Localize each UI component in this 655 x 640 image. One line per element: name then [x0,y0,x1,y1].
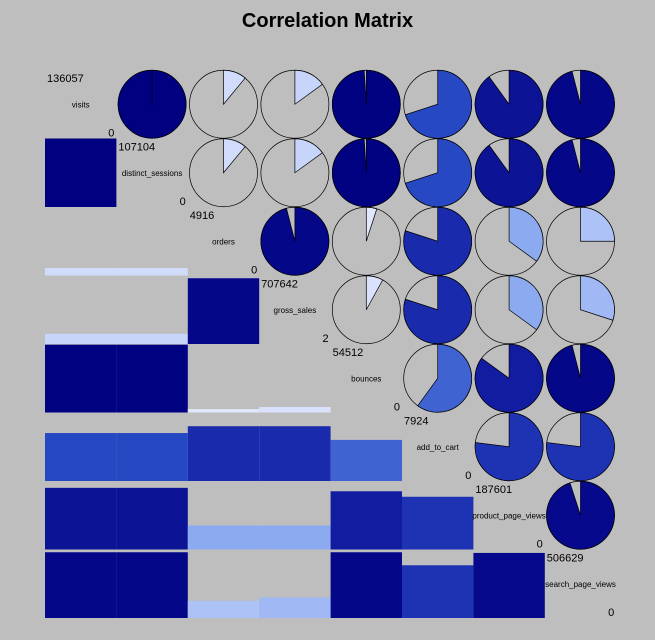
shade-cell-bounces-orders [187,409,260,413]
shade-cell-orders-distinct_sessions [116,267,188,276]
shade-cell-gross_sales-visits [45,333,117,344]
shade-cell-search_page_views-product_page_views [473,552,545,618]
range-min-gross_sales: 2 [322,333,328,345]
shade-cell-add_to_cart-gross_sales [259,426,331,481]
diagonal-label-bounces: bounces [351,374,381,383]
range-min-orders: 0 [251,265,257,277]
shade-cell-product_page_views-gross_sales [259,525,331,550]
range-min-bounces: 0 [394,402,400,414]
shade-cell-distinct_sessions-visits [45,138,117,207]
diagonal-label-orders: orders [212,237,235,246]
pie-slice-orders-gross_sales [260,206,330,276]
pie-slice-add_to_cart-product_page_views [474,412,544,482]
shade-cell-search_page_views-bounces [330,552,402,618]
shade-cell-search_page_views-add_to_cart [402,565,474,618]
pie-slice-add_to_cart-search_page_views [546,412,615,482]
pie-slice-distinct_sessions-bounces [331,138,401,208]
shade-cell-product_page_views-distinct_sessions [116,487,188,550]
pie-slice-gross_sales-search_page_views [580,275,615,321]
shade-cell-product_page_views-bounces [330,491,402,550]
range-max-distinct_sessions: 107104 [118,142,155,154]
shade-cell-bounces-gross_sales [259,407,331,413]
shade-cell-search_page_views-distinct_sessions [116,552,188,618]
range-max-orders: 4916 [190,210,214,222]
pie-slice-visits-orders [223,69,246,106]
pie-slice-visits-add_to_cart [404,69,473,139]
shade-cell-product_page_views-orders [187,525,260,550]
diagonal-label-distinct_sessions: distinct_sessions [122,169,182,178]
shade-cell-gross_sales-distinct_sessions [116,333,188,344]
shade-cell-bounces-visits [45,344,117,413]
shade-cell-add_to_cart-bounces [330,439,402,481]
shade-cell-search_page_views-gross_sales [259,597,331,618]
pie-slice-visits-gross_sales [294,69,323,105]
diagonal-label-search_page_views: search_page_views [545,580,616,589]
pie-slice-visits-product_page_views [474,69,544,139]
pie-slice-distinct_sessions-orders [223,138,246,174]
range-min-search_page_views: 0 [608,607,614,619]
pie-slice-product_page_views-search_page_views [546,480,615,550]
shade-cell-add_to_cart-distinct_sessions [116,433,188,481]
pie-slice-bounces-product_page_views [474,343,544,413]
range-min-product_page_views: 0 [537,539,543,551]
shade-cell-search_page_views-orders [187,600,260,618]
pie-slice-distinct_sessions-add_to_cart [404,138,473,208]
pie-slice-bounces-add_to_cart [417,343,473,413]
shade-cell-product_page_views-add_to_cart [402,496,474,550]
pie-slice-distinct_sessions-product_page_views [474,138,544,208]
chart-title: Correlation Matrix [241,10,414,32]
diagonal-label-add_to_cart: add_to_cart [417,443,460,452]
range-max-search_page_views: 506629 [547,553,584,565]
range-min-visits: 0 [108,128,114,140]
shade-cell-add_to_cart-visits [45,433,117,481]
diagonal-label-visits: visits [72,100,90,109]
pie-slice-bounces-search_page_views [546,343,615,413]
range-min-add_to_cart: 0 [465,470,471,482]
pie-slice-gross_sales-product_page_views [508,275,544,331]
range-max-visits: 136057 [47,73,84,85]
pie-slice-orders-search_page_views [580,206,615,242]
range-max-add_to_cart: 7924 [404,416,428,428]
diagonal-label-product_page_views: product_page_views [472,511,545,520]
shade-cell-product_page_views-visits [45,487,117,550]
range-max-gross_sales: 707642 [261,279,298,291]
shade-cell-bounces-distinct_sessions [116,344,188,413]
shade-cell-orders-visits [45,267,117,276]
diagonal-label-gross_sales: gross_sales [274,306,317,315]
pie-slice-orders-product_page_views [508,206,544,262]
pie-slice-orders-add_to_cart [403,206,473,276]
pie-slice-visits-bounces [331,69,401,139]
shade-cell-gross_sales-orders [187,278,260,344]
pie-slice-gross_sales-add_to_cart [403,275,473,345]
range-min-distinct_sessions: 0 [180,196,186,208]
shade-cell-search_page_views-visits [45,552,117,618]
pie-slice-distinct_sessions-search_page_views [546,138,615,208]
pie-slice-orders-bounces [365,206,378,242]
range-max-bounces: 54512 [333,347,364,359]
shade-cell-add_to_cart-orders [187,426,260,481]
pie-slice-gross_sales-bounces [365,275,384,310]
pie-slice-distinct_sessions-gross_sales [294,138,323,174]
range-max-product_page_views: 187601 [475,484,512,496]
pie-slice-visits-search_page_views [546,69,615,139]
